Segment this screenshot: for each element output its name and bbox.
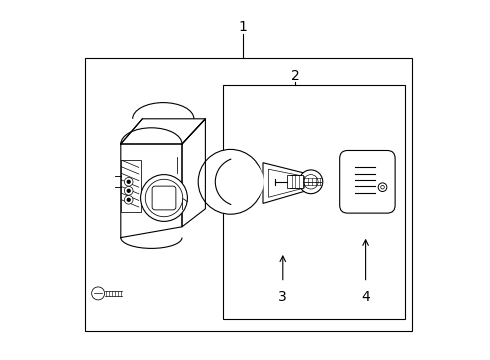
Bar (288, 175, 303, 188)
Polygon shape (269, 169, 304, 197)
Circle shape (92, 287, 104, 300)
Polygon shape (263, 163, 306, 203)
Bar (85, 58, 413, 331)
Bar (223, 85, 405, 319)
Bar (121, 160, 141, 212)
FancyBboxPatch shape (340, 150, 395, 213)
Circle shape (145, 179, 183, 217)
Circle shape (215, 158, 264, 206)
Circle shape (127, 198, 130, 201)
Circle shape (124, 195, 133, 204)
Circle shape (127, 189, 130, 192)
Circle shape (299, 170, 323, 194)
Circle shape (378, 183, 387, 192)
Circle shape (124, 186, 133, 195)
Text: 3: 3 (278, 290, 287, 304)
Circle shape (198, 149, 263, 214)
Text: 2: 2 (291, 69, 300, 82)
Circle shape (141, 175, 187, 221)
FancyBboxPatch shape (152, 186, 176, 210)
Text: 4: 4 (361, 290, 370, 304)
Circle shape (127, 180, 130, 183)
Circle shape (381, 185, 384, 189)
Circle shape (304, 175, 318, 189)
Circle shape (124, 177, 133, 186)
Text: 1: 1 (239, 20, 247, 34)
